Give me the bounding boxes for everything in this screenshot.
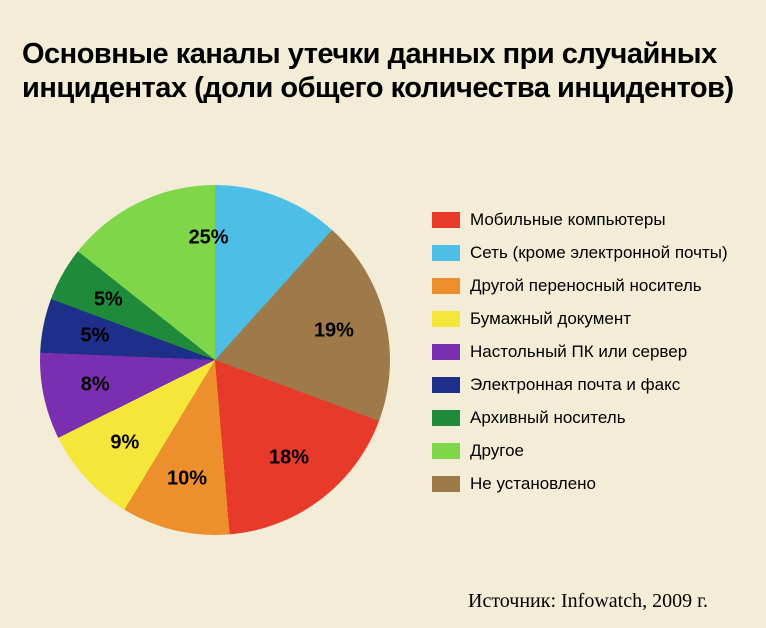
legend-swatch [432,311,460,327]
legend: Мобильные компьютеры Сеть (кроме электрон… [432,210,728,507]
legend-label: Не установлено [470,474,596,494]
pie-slice-label: 9% [110,431,139,454]
legend-label: Другой переносный носитель [470,276,702,296]
legend-swatch [432,410,460,426]
legend-item: Не установлено [432,474,728,494]
legend-swatch [432,377,460,393]
legend-item: Настольный ПК или сервер [432,342,728,362]
legend-label: Электронная почта и факс [470,375,680,395]
chart-canvas: Основные каналы утечки данных при случай… [0,0,766,628]
pie-slice-label: 18% [269,446,309,469]
source-text: Источник: Infowatch, 2009 г. [468,590,708,613]
chart-title: Основные каналы утечки данных при случай… [22,37,742,105]
pie-slice-label: 5% [80,324,109,347]
legend-item: Архивный носитель [432,408,728,428]
legend-label: Другое [470,441,524,461]
legend-swatch [432,476,460,492]
legend-item: Другое [432,441,728,461]
legend-label: Архивный носитель [470,408,626,428]
legend-item: Сеть (кроме электронной почты) [432,243,728,263]
legend-item: Другой переносный носитель [432,276,728,296]
pie-slice-label: 5% [94,288,123,311]
legend-label: Сеть (кроме электронной почты) [470,243,728,263]
legend-label: Бумажный документ [470,309,631,329]
legend-swatch [432,212,460,228]
pie-slice-label: 8% [81,374,110,397]
legend-item: Мобильные компьютеры [432,210,728,230]
legend-swatch [432,443,460,459]
legend-label: Мобильные компьютеры [470,210,666,230]
legend-item: Бумажный документ [432,309,728,329]
pie-chart: 25% 19% 18% 10% 9% 8% 5% 5% [40,185,390,535]
legend-swatch [432,278,460,294]
pie-slice-label: 25% [189,226,229,249]
pie-slice-label: 10% [167,468,207,491]
legend-label: Настольный ПК или сервер [470,342,687,362]
legend-swatch [432,344,460,360]
legend-item: Электронная почта и факс [432,375,728,395]
pie-slice-label: 19% [314,319,354,342]
legend-swatch [432,245,460,261]
